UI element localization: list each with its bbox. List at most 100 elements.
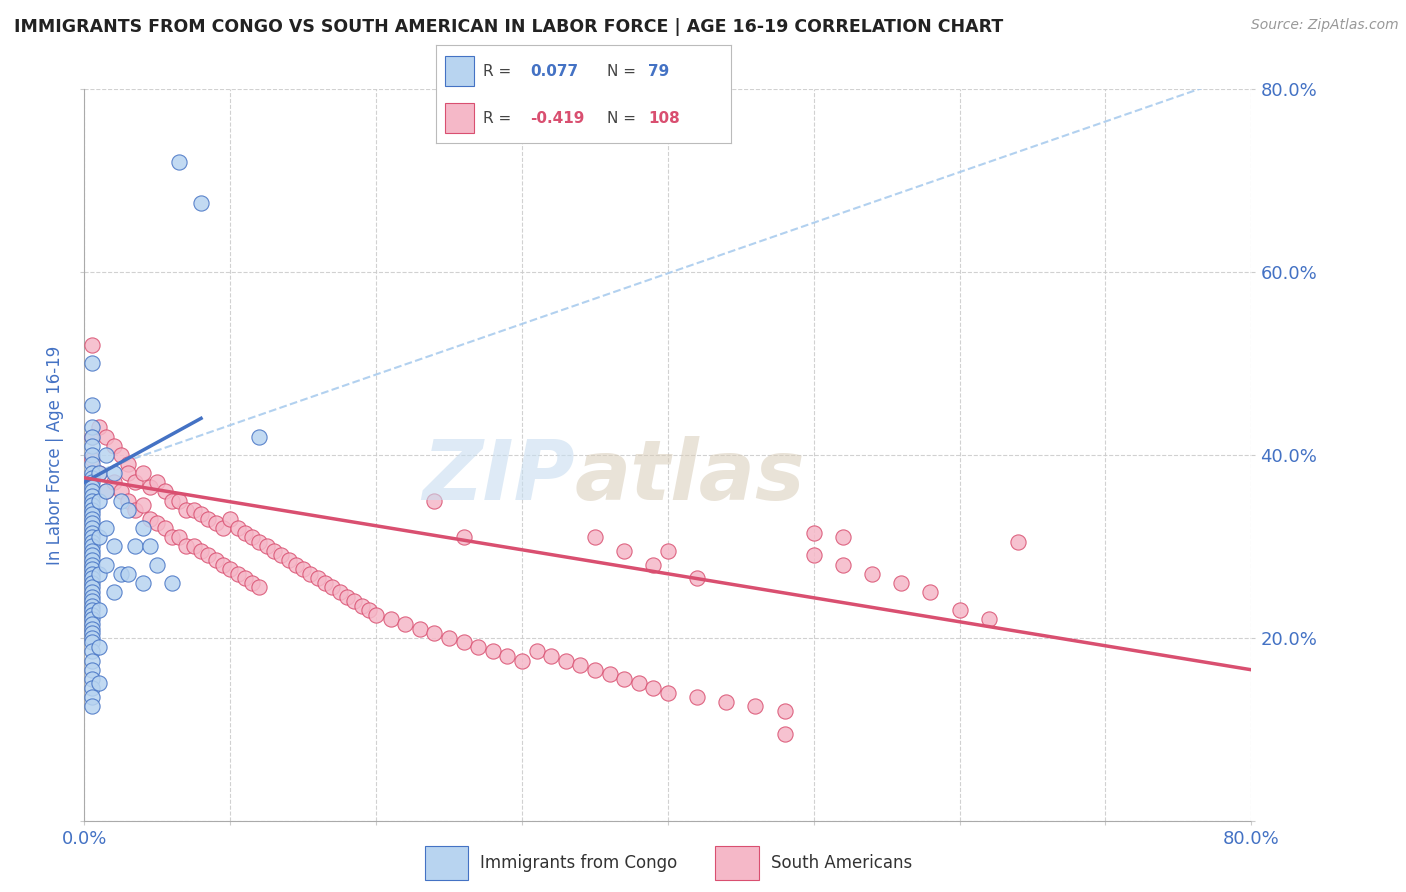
Point: [117, 493, 139, 508]
Point: [247, 534, 270, 549]
Point: [124, 502, 146, 516]
Point: [314, 576, 336, 591]
Point: [167, 530, 190, 544]
Point: [139, 512, 162, 526]
Point: [832, 530, 855, 544]
Point: [80, 603, 103, 617]
Point: [87, 420, 110, 434]
Point: [686, 571, 709, 585]
Point: [80, 439, 103, 453]
Point: [80, 654, 103, 668]
Point: [190, 196, 212, 211]
Text: IMMIGRANTS FROM CONGO VS SOUTH AMERICAN IN LABOR FORCE | AGE 16-19 CORRELATION C: IMMIGRANTS FROM CONGO VS SOUTH AMERICAN …: [14, 18, 1004, 36]
Point: [80, 590, 103, 604]
Text: -0.419: -0.419: [530, 111, 585, 126]
Point: [599, 667, 621, 681]
Point: [526, 644, 548, 658]
Text: atlas: atlas: [575, 436, 806, 517]
Point: [263, 544, 285, 558]
Point: [80, 576, 103, 591]
Point: [496, 649, 519, 664]
Bar: [716, 846, 759, 880]
Point: [714, 695, 737, 709]
Point: [124, 475, 146, 490]
Point: [80, 690, 103, 705]
Point: [80, 663, 103, 677]
Point: [307, 571, 329, 585]
Point: [132, 576, 155, 591]
Point: [80, 420, 103, 434]
Point: [773, 727, 796, 741]
Point: [80, 430, 103, 444]
Point: [96, 484, 118, 499]
Point: [226, 521, 249, 535]
Point: [80, 484, 103, 499]
Point: [1007, 534, 1029, 549]
Point: [117, 566, 139, 581]
Point: [132, 521, 155, 535]
Point: [176, 502, 198, 516]
Point: [132, 498, 155, 512]
Point: [233, 571, 256, 585]
Point: [423, 626, 446, 640]
Point: [110, 448, 132, 462]
Point: [832, 558, 855, 572]
Point: [299, 566, 322, 581]
Point: [240, 576, 263, 591]
Text: R =: R =: [484, 111, 512, 126]
Point: [103, 475, 125, 490]
Point: [117, 466, 139, 480]
Point: [80, 562, 103, 576]
Point: [643, 681, 665, 695]
Point: [80, 613, 103, 627]
Point: [87, 603, 110, 617]
Point: [270, 549, 292, 563]
Point: [453, 635, 475, 649]
Text: ZIP: ZIP: [422, 436, 575, 517]
Point: [80, 480, 103, 494]
Point: [357, 603, 380, 617]
Point: [613, 672, 636, 686]
Point: [87, 530, 110, 544]
Point: [292, 562, 315, 576]
Point: [110, 484, 132, 499]
Point: [803, 525, 825, 540]
Point: [80, 699, 103, 714]
Point: [80, 566, 103, 581]
Point: [87, 640, 110, 654]
Point: [103, 466, 125, 480]
Point: [146, 475, 169, 490]
Point: [153, 484, 176, 499]
Point: [87, 466, 110, 480]
Point: [160, 493, 183, 508]
Point: [80, 471, 103, 485]
Text: 0.077: 0.077: [530, 63, 578, 78]
Text: N =: N =: [607, 111, 636, 126]
Point: [686, 690, 709, 705]
Point: [284, 558, 307, 572]
Point: [366, 607, 388, 622]
Point: [80, 553, 103, 567]
Point: [197, 549, 219, 563]
Point: [80, 508, 103, 522]
Bar: [425, 846, 468, 880]
Point: [256, 539, 278, 553]
Point: [219, 562, 242, 576]
Point: [80, 475, 103, 490]
Point: [423, 493, 446, 508]
Point: [583, 663, 606, 677]
Point: [80, 498, 103, 512]
Point: [240, 530, 263, 544]
Point: [183, 502, 205, 516]
Point: [481, 644, 505, 658]
Point: [336, 590, 359, 604]
Point: [803, 549, 825, 563]
Point: [110, 566, 132, 581]
Point: [160, 530, 183, 544]
Point: [80, 430, 103, 444]
Point: [80, 599, 103, 613]
Point: [277, 553, 299, 567]
Text: 108: 108: [648, 111, 681, 126]
Point: [247, 581, 270, 595]
Point: [87, 466, 110, 480]
